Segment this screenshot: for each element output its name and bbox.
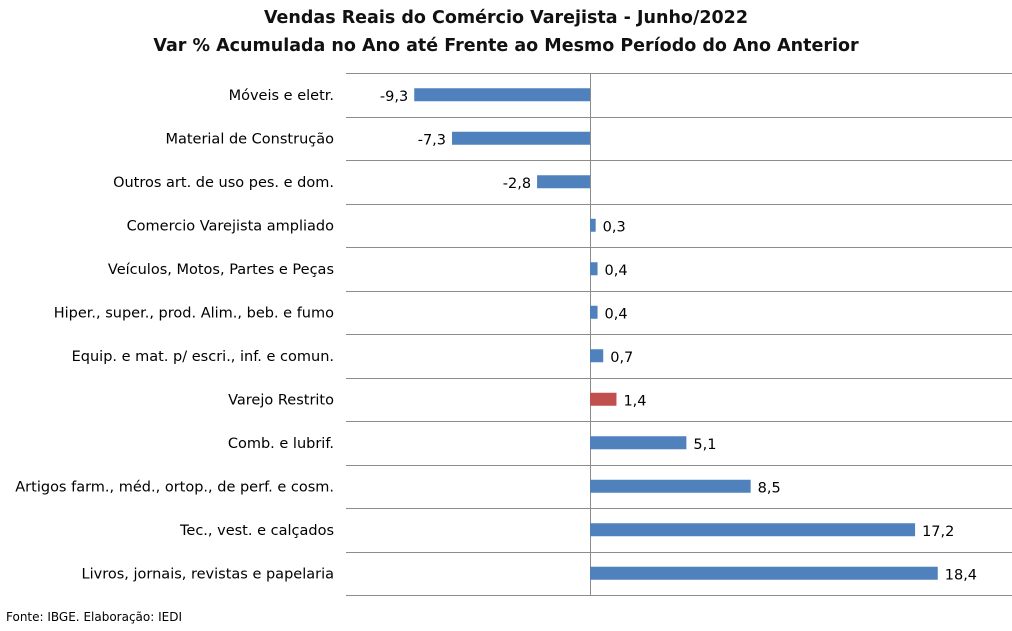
chart-title: Vendas Reais do Comércio Varejista - Jun… [263, 8, 749, 28]
bar [590, 218, 596, 232]
bar [414, 88, 590, 102]
category-label: Comercio Varejista ampliado [127, 218, 335, 234]
data-label: -7,3 [418, 132, 446, 148]
data-label: 0,3 [603, 219, 626, 235]
data-label: -2,8 [503, 176, 531, 192]
source-note: Fonte: IBGE. Elaboração: IEDI [6, 610, 183, 624]
category-label: Livros, jornais, revistas e papelaria [82, 566, 334, 582]
bar [590, 349, 604, 363]
category-label: Veículos, Motos, Partes e Peças [108, 262, 334, 278]
chart-title-block: Vendas Reais do Comércio Varejista - Jun… [0, 4, 1012, 60]
bar [537, 175, 590, 189]
category-label: Outros art. de uso pes. e dom. [113, 175, 334, 191]
data-label: 8,5 [758, 480, 781, 496]
data-label: 1,4 [623, 393, 646, 409]
bar [590, 566, 938, 580]
category-label: Artigos farm., méd., ortop., de perf. e … [15, 479, 334, 495]
data-label: 17,2 [922, 524, 954, 540]
data-label: 0,4 [605, 263, 628, 279]
bar [452, 131, 590, 145]
data-label: 0,4 [605, 306, 628, 322]
category-label: Varejo Restrito [228, 392, 334, 408]
bar [590, 392, 617, 406]
category-label: Móveis e eletr. [229, 88, 334, 104]
category-label: Hiper., super., prod. Alim., beb. e fumo [54, 305, 334, 321]
data-label: 0,7 [610, 350, 633, 366]
bar [590, 436, 687, 450]
bar [590, 305, 598, 319]
category-label: Tec., vest. e calçados [179, 523, 334, 539]
category-label: Material de Construção [165, 131, 334, 147]
data-label: 5,1 [693, 437, 716, 453]
bar [590, 262, 598, 276]
bar [590, 523, 916, 537]
category-label: Comb. e lubrif. [228, 436, 334, 452]
bar [590, 479, 751, 493]
chart-subtitle: Var % Acumulada no Ano até Frente ao Mes… [153, 36, 859, 56]
category-label: Equip. e mat. p/ escri., inf. e comun. [72, 349, 334, 365]
data-label: 18,4 [945, 567, 977, 583]
data-label: -9,3 [380, 89, 408, 105]
